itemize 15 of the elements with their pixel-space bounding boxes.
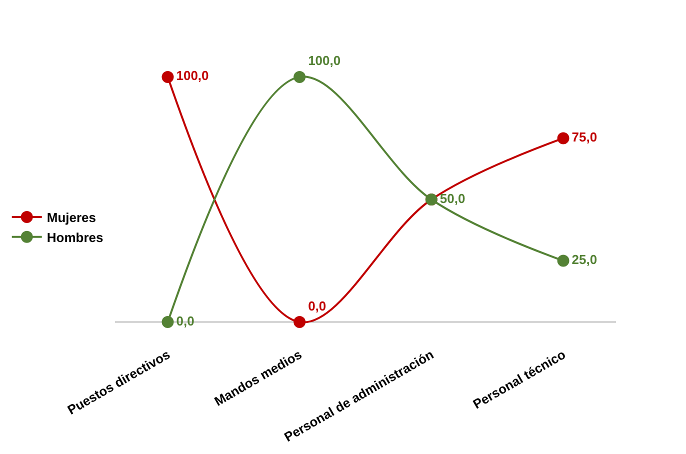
legend-label: Mujeres: [46, 210, 96, 226]
data-label: 0,0: [308, 298, 326, 314]
data-label: 25,0: [572, 252, 598, 268]
point: [162, 70, 174, 83]
data-label: 0,0: [176, 313, 194, 328]
point: [162, 316, 174, 328]
data-label: 75,0: [572, 129, 598, 144]
data-label: 50,0: [440, 190, 466, 206]
legend-label: Hombres: [46, 230, 104, 245]
point: [557, 254, 570, 267]
data-label: 100,0: [308, 53, 341, 68]
point: [557, 132, 570, 144]
data-label: 100,0: [176, 68, 209, 84]
point: [294, 316, 306, 328]
point: [294, 70, 306, 83]
